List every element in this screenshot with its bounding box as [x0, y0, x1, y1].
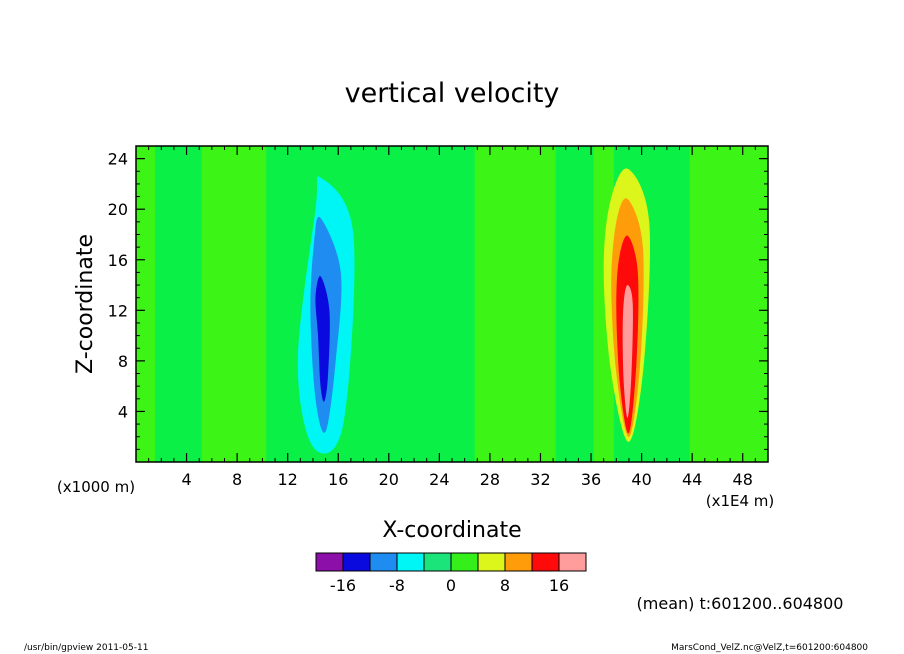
- y-tick-label-16: 16: [108, 251, 128, 270]
- footer-left: /usr/bin/gpview 2011-05-11: [24, 643, 148, 653]
- x-tick-label-4: 4: [181, 470, 191, 489]
- y-axis-label: Z-coordinate: [73, 234, 98, 374]
- downdraft-level-2: [315, 275, 330, 402]
- x-tick-label-16: 16: [328, 470, 348, 489]
- colorbar-swatch-2: [369, 552, 398, 572]
- plot-area: [136, 146, 768, 462]
- x-tick-label-24: 24: [429, 470, 449, 489]
- colorbar: -16 -8 0 8 16: [315, 552, 587, 595]
- colorbar-swatch-9: [558, 552, 587, 572]
- updraft-level-3: [622, 285, 633, 418]
- y-tick-label-12: 12: [108, 301, 128, 320]
- x-axis-label: X-coordinate: [382, 518, 521, 543]
- light-band-0: [136, 146, 155, 462]
- footer-right: MarsCond_VelZ.nc@VelZ,t=601200:604800: [671, 643, 868, 653]
- colorbar-swatch-7: [504, 552, 533, 572]
- mean-time-label: (mean) t:601200..604800: [637, 594, 844, 613]
- x-tick-label-28: 28: [480, 470, 500, 489]
- y-tick-label-24: 24: [108, 150, 128, 169]
- colorbar-swatch-1: [342, 552, 371, 572]
- x-tick-label-36: 36: [581, 470, 601, 489]
- x-tick-label-8: 8: [232, 470, 242, 489]
- colorbar-swatch-5: [450, 552, 479, 572]
- colorbar-label-2: 0: [446, 576, 456, 595]
- light-band-1: [201, 146, 267, 462]
- x-scale-note-right: (x1E4 m): [706, 492, 775, 510]
- colorbar-swatch-6: [477, 552, 506, 572]
- light-band-2: [474, 146, 556, 462]
- y-tick-label-20: 20: [108, 200, 128, 219]
- y-tick-label-4: 4: [118, 402, 128, 421]
- x-tick-label-40: 40: [631, 470, 651, 489]
- x-tick-label-32: 32: [530, 470, 550, 489]
- colorbar-label-3: 8: [500, 576, 510, 595]
- x-tick-label-44: 44: [682, 470, 702, 489]
- light-band-4: [689, 146, 768, 462]
- colorbar-label-0: -16: [330, 576, 356, 595]
- x-tick-label-48: 48: [733, 470, 753, 489]
- colorbar-swatch-0: [315, 552, 344, 572]
- y-tick-label-8: 8: [118, 352, 128, 371]
- x-tick-label-20: 20: [379, 470, 399, 489]
- x-scale-note: (x1000 m): [57, 478, 135, 496]
- x-tick-label-12: 12: [278, 470, 298, 489]
- colorbar-label-4: 16: [549, 576, 569, 595]
- colorbar-swatch-4: [423, 552, 452, 572]
- chart-title: vertical velocity: [345, 78, 560, 109]
- colorbar-swatch-3: [396, 552, 425, 572]
- colorbar-swatch-8: [531, 552, 560, 572]
- colorbar-label-1: -8: [389, 576, 405, 595]
